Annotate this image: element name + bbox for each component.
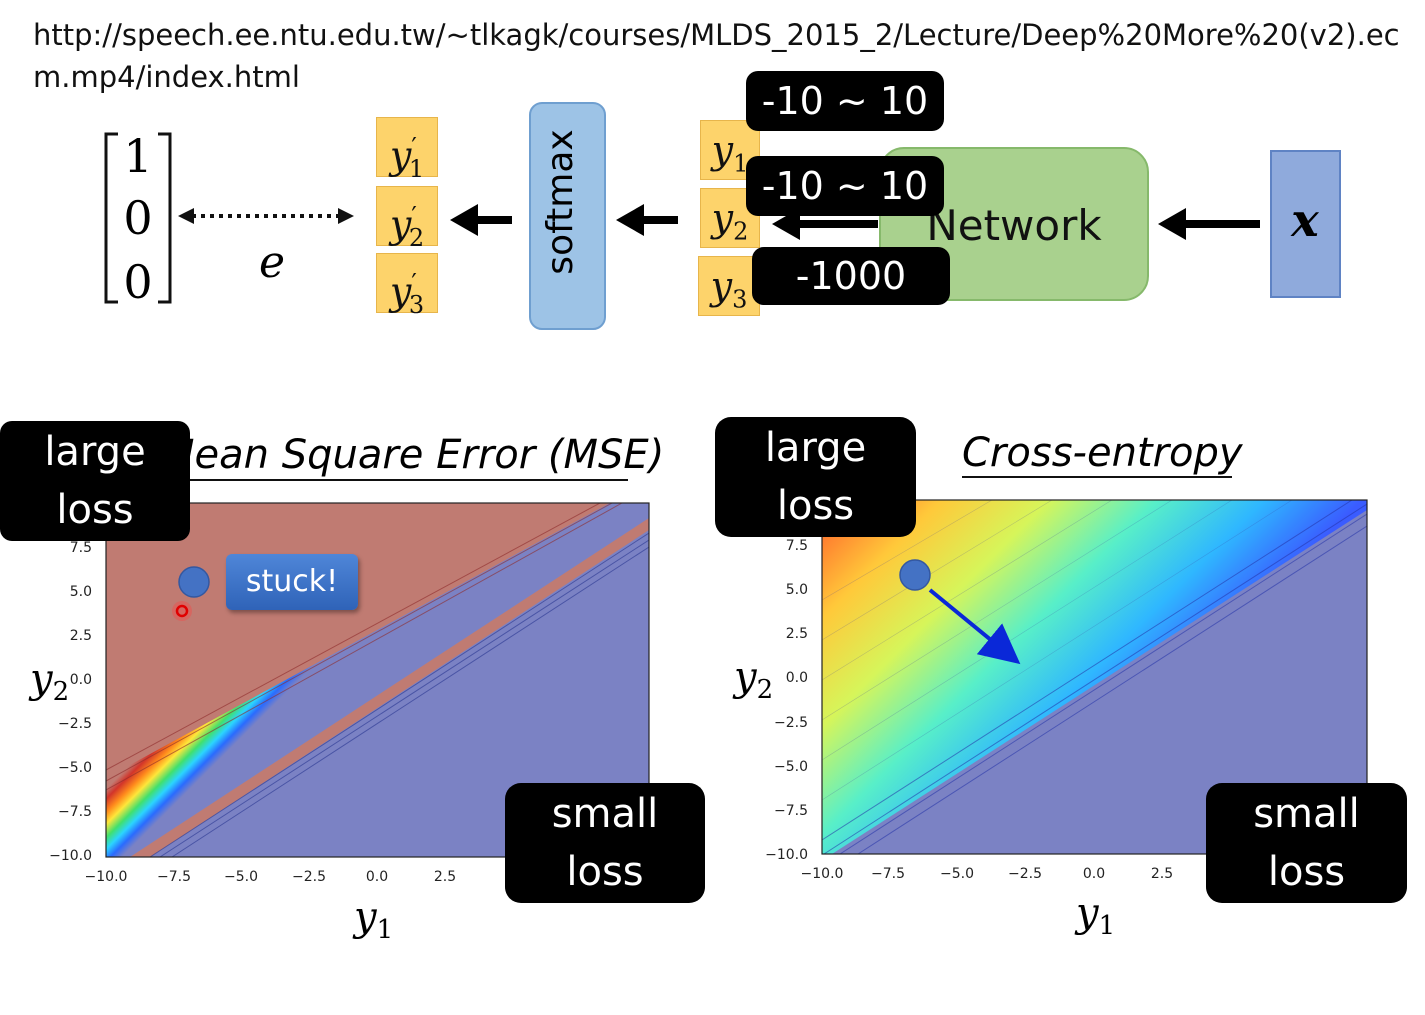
ce-xtick: −10.0 [801, 866, 844, 882]
mse-yticks: −10.0 −7.5 −5.0 −2.5 0.0 2.5 5.0 7.5 [49, 540, 92, 864]
ce-ball [899, 559, 931, 591]
y-prime-1-box: y′1 [376, 117, 438, 183]
arrow-softmax-to-yprime [450, 204, 512, 236]
mse-ytick: 5.0 [70, 584, 92, 600]
error-arrow [178, 208, 354, 224]
mse-ytick: −5.0 [58, 760, 92, 776]
softmax-box [529, 102, 606, 330]
mse-ytick: −7.5 [58, 804, 92, 820]
ce-ytick: 0.0 [786, 670, 808, 686]
mse-ylabel: y2 [28, 656, 69, 707]
target-vector: 1 0 0 [104, 129, 172, 309]
mse-pointer-glow [172, 601, 192, 621]
mse-xtick: −7.5 [157, 869, 191, 885]
mse-xticks: −10.0 −7.5 −5.0 −2.5 0.0 2.5 [85, 869, 457, 885]
mse-ytick: 2.5 [70, 628, 92, 644]
range-label-2: -10 ~ 10 [746, 156, 944, 216]
mse-ytick: 7.5 [70, 540, 92, 556]
range-label-3: -1000 [752, 247, 950, 305]
ce-ytick: −2.5 [774, 715, 808, 731]
mse-xtick: 0.0 [366, 869, 388, 885]
y-prime-3-box: y′3 [376, 253, 438, 319]
target-3: 0 [123, 255, 152, 309]
ce-yticks: −10.0 −7.5 −5.0 −2.5 0.0 2.5 5.0 7.5 [765, 538, 808, 863]
y-3-box: y3 [698, 256, 760, 316]
ce-gradient-region [822, 500, 1367, 854]
mse-large-loss-label: large loss [0, 421, 190, 541]
ce-xticks: −10.0 −7.5 −5.0 −2.5 0.0 2.5 [801, 866, 1174, 882]
range-label-1: -10 ~ 10 [746, 71, 944, 131]
mse-xtick: 2.5 [434, 869, 456, 885]
ce-ytick: −7.5 [774, 803, 808, 819]
error-label: e [259, 237, 285, 288]
ce-xtick: −5.0 [940, 866, 974, 882]
y-prime-2-box: y′2 [376, 186, 438, 252]
ce-xtick: 0.0 [1083, 866, 1105, 882]
mse-pointer [175, 604, 189, 618]
ce-xlabel: y1 [1074, 890, 1115, 941]
input-box [1270, 150, 1341, 298]
mse-xtick: −2.5 [292, 869, 326, 885]
ce-frame [821, 499, 1368, 855]
ce-ytick: 7.5 [786, 538, 808, 554]
mse-low-region [150, 530, 649, 857]
network-label: Network [926, 201, 1102, 250]
ce-ytick: 2.5 [786, 626, 808, 642]
ce-xtick: 2.5 [1151, 866, 1173, 882]
ce-descent-arrow [928, 588, 1021, 665]
ce-ylabel: y2 [732, 654, 773, 705]
ce-large-loss-label: large loss [715, 417, 916, 537]
mse-xtick: −10.0 [85, 869, 128, 885]
target-2: 0 [123, 191, 152, 245]
ce-contours [822, 500, 1367, 854]
mse-ytick: −10.0 [49, 848, 92, 864]
softmax-label: softmax [540, 129, 581, 274]
input-label: x [1290, 193, 1319, 247]
mse-gradient-band [106, 503, 649, 857]
mse-plot: −10.0 −7.5 −5.0 −2.5 0.0 2.5 5.0 7.5 −10… [28, 432, 664, 945]
arrow-x-to-network [1158, 208, 1260, 240]
ce-title: Cross-entropy [962, 430, 1244, 476]
mse-ytick: 0.0 [70, 672, 92, 688]
mse-xtick: −5.0 [224, 869, 258, 885]
mse-small-loss-label: small loss [505, 783, 705, 903]
stuck-label: stuck! [226, 554, 358, 610]
target-1: 1 [123, 129, 152, 183]
mse-contours [106, 503, 623, 791]
source-url: http://speech.ee.ntu.edu.tw/~tlkagk/cour… [33, 18, 1400, 94]
arrow-y-to-softmax [616, 204, 678, 236]
mse-frame [105, 502, 650, 858]
ce-xtick: −7.5 [871, 866, 905, 882]
mse-xlabel: y1 [352, 894, 393, 945]
ce-small-loss-label: small loss [1206, 783, 1407, 903]
arrow-network-to-y [772, 208, 878, 240]
ce-xtick: −2.5 [1008, 866, 1042, 882]
ce-ytick: −5.0 [774, 759, 808, 775]
mse-ytick: −2.5 [58, 716, 92, 732]
ce-ytick: 5.0 [786, 582, 808, 598]
mse-title: Mean Square Error (MSE) [160, 432, 664, 478]
mse-ball [178, 566, 210, 598]
ce-ytick: −10.0 [765, 847, 808, 863]
